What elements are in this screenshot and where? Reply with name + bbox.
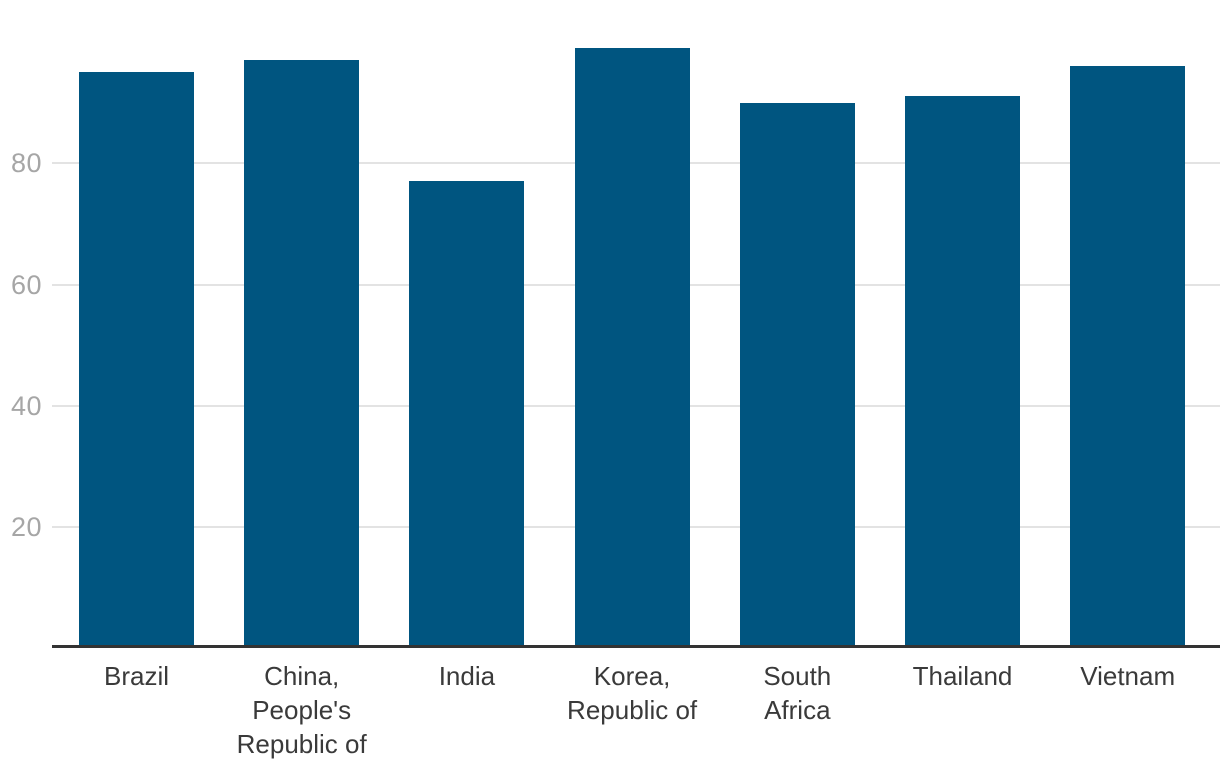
- bar-korea-republic-of: [574, 47, 690, 646]
- x-axis-label-south-africa: South Africa: [707, 659, 887, 727]
- bar-china-peoples-republic-of: [244, 60, 360, 646]
- x-axis-label-line: Brazil: [103, 661, 169, 691]
- x-axis-label-line: Republic of: [236, 729, 367, 759]
- bar-thailand: [905, 96, 1020, 646]
- bar-south-africa: [739, 102, 855, 646]
- x-axis-label-line: China,: [264, 661, 340, 691]
- x-axis-label-line: Vietnam: [1080, 661, 1176, 691]
- x-axis-label-line: Korea,: [593, 661, 671, 691]
- bar-india: [409, 181, 525, 646]
- x-axis-label-brazil: Brazil: [47, 659, 227, 693]
- x-axis-label-line: Thailand: [912, 661, 1013, 691]
- x-axis-label-line: People's: [252, 695, 352, 725]
- y-axis-tick-label: 80: [10, 148, 42, 179]
- x-axis-label-line: Africa: [764, 695, 831, 725]
- x-axis-label-china-peoples-republic-of: China, People's Republic of: [212, 659, 392, 761]
- x-axis-label-line: India: [438, 661, 496, 691]
- y-axis-tick-label: 20: [10, 512, 42, 543]
- x-axis-label-line: Republic of: [567, 695, 698, 725]
- x-axis-label-india: India: [377, 659, 557, 693]
- bar-vietnam: [1070, 66, 1186, 646]
- x-axis-label-korea-republic-of: Korea, Republic of: [542, 659, 722, 727]
- x-axis-line: [52, 645, 1220, 648]
- x-axis-label-line: South: [763, 661, 832, 691]
- x-axis-label-vietnam: Vietnam: [1038, 659, 1218, 693]
- y-axis-tick-label: 40: [10, 390, 42, 421]
- bar-brazil: [79, 72, 194, 646]
- x-axis-label-thailand: Thailand: [873, 659, 1053, 693]
- y-axis-tick-label: 60: [10, 269, 42, 300]
